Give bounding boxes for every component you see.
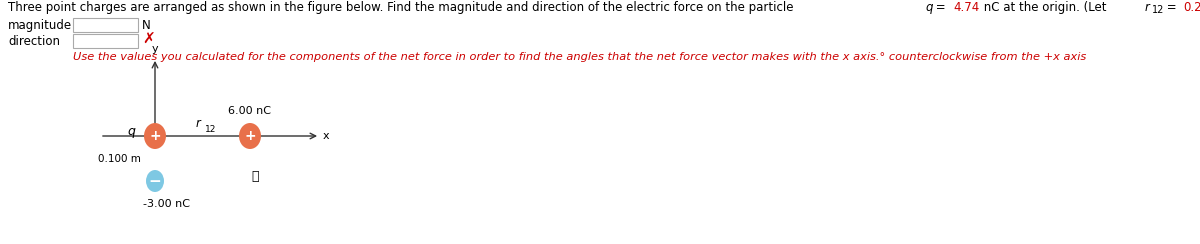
Text: -3.00 nC: -3.00 nC: [143, 199, 190, 209]
Ellipse shape: [239, 123, 262, 149]
Text: Use the values you calculated for the components of the net force in order to fi: Use the values you calculated for the co…: [73, 52, 1086, 62]
Text: +: +: [149, 129, 161, 143]
Text: N: N: [142, 19, 151, 32]
Text: ✗: ✗: [142, 32, 155, 47]
Ellipse shape: [146, 170, 164, 192]
Text: 4.74: 4.74: [953, 1, 979, 14]
Text: Three point charges are arranged as shown in the figure below. Find the magnitud: Three point charges are arranged as show…: [8, 1, 797, 14]
Text: −: −: [149, 173, 161, 189]
Text: direction: direction: [8, 35, 60, 48]
Text: y: y: [151, 44, 158, 54]
FancyBboxPatch shape: [73, 34, 138, 48]
Text: nC at the origin. (Let: nC at the origin. (Let: [980, 1, 1110, 14]
Text: 0.100 m: 0.100 m: [98, 153, 142, 163]
Text: 0.225: 0.225: [1183, 1, 1200, 14]
Text: =: =: [1163, 1, 1180, 14]
Ellipse shape: [144, 123, 166, 149]
Text: r: r: [196, 117, 200, 130]
Text: q: q: [127, 124, 134, 138]
Text: q: q: [925, 1, 934, 14]
Text: 6.00 nC: 6.00 nC: [228, 106, 271, 116]
Text: 12: 12: [204, 125, 216, 134]
Text: r: r: [1145, 1, 1150, 14]
FancyBboxPatch shape: [73, 18, 138, 32]
Text: +: +: [244, 129, 256, 143]
Text: ⓘ: ⓘ: [251, 170, 259, 183]
Text: x: x: [323, 131, 330, 141]
Text: =: =: [932, 1, 949, 14]
Text: 12: 12: [1152, 5, 1164, 15]
Text: magnitude: magnitude: [8, 19, 72, 32]
